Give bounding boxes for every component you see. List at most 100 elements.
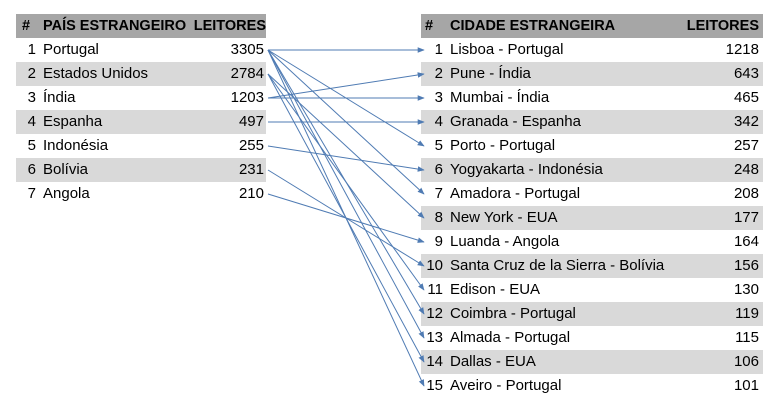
country-name: Angola — [43, 185, 90, 202]
row-number: 3 — [27, 89, 36, 106]
country-row: 4 Espanha 497 — [16, 110, 266, 134]
readers-value: 210 — [238, 185, 264, 202]
city-row: 3 Mumbai - Índia 465 — [421, 86, 763, 110]
row-number: 2 — [27, 65, 36, 82]
row-number: 10 — [426, 257, 443, 274]
row-number: 4 — [434, 113, 443, 130]
city-table-header: # CIDADE ESTRANGEIRA LEITORES — [421, 14, 763, 38]
city-name: Granada - Espanha — [450, 113, 581, 130]
city-row: 12 Coimbra - Portugal 119 — [421, 302, 763, 326]
city-row: 13 Almada - Portugal 115 — [421, 326, 763, 350]
row-number: 13 — [426, 329, 443, 346]
readers-value: 156 — [733, 257, 759, 274]
readers-value: 643 — [733, 65, 759, 82]
city-row: 14 Dallas - EUA 106 — [421, 350, 763, 374]
connection-arrow — [267, 73, 425, 291]
country-row: 1 Portugal 3305 — [16, 38, 266, 62]
header-num: # — [424, 18, 434, 34]
city-name: Santa Cruz de la Sierra - Bolívia — [450, 257, 665, 274]
country-name: Espanha — [43, 113, 103, 130]
country-name: Bolívia — [43, 161, 89, 178]
row-number: 15 — [426, 377, 443, 394]
row-number: 9 — [434, 233, 443, 250]
city-name: Edison - EUA — [450, 281, 541, 298]
header-country: PAÍS ESTRANGEIRO — [43, 18, 187, 34]
connection-arrow — [267, 49, 425, 339]
readers-value: 342 — [733, 113, 759, 130]
row-number: 1 — [27, 41, 36, 58]
header-readers: LEITORES — [686, 18, 759, 34]
row-number: 5 — [27, 137, 36, 154]
country-name: Estados Unidos — [43, 65, 149, 82]
readers-value: 257 — [733, 137, 759, 154]
city-name: Dallas - EUA — [450, 353, 536, 370]
row-number: 5 — [434, 137, 443, 154]
city-row: 1 Lisboa - Portugal 1218 — [421, 38, 763, 62]
row-number: 12 — [426, 305, 443, 322]
connection-arrow — [267, 193, 425, 243]
country-row: 2 Estados Unidos 2784 — [16, 62, 266, 86]
header-readers: LEITORES — [193, 18, 266, 34]
country-name: Índia — [43, 89, 76, 106]
city-row: 9 Luanda - Angola 164 — [421, 230, 763, 254]
readers-value: 497 — [238, 113, 264, 130]
city-row: 15 Aveiro - Portugal 101 — [421, 374, 763, 398]
row-number: 2 — [434, 65, 443, 82]
city-row: 5 Porto - Portugal 257 — [421, 134, 763, 158]
city-row: 2 Pune - Índia 643 — [421, 62, 763, 86]
readers-value: 177 — [733, 209, 759, 226]
country-row: 3 Índia 1203 — [16, 86, 266, 110]
city-name: Aveiro - Portugal — [450, 377, 562, 394]
connection-arrow — [267, 73, 425, 219]
row-number: 4 — [27, 113, 36, 130]
row-number: 6 — [434, 161, 443, 178]
readers-value: 106 — [733, 353, 759, 370]
readers-value: 1218 — [725, 41, 759, 58]
row-number: 14 — [426, 353, 443, 370]
city-name: Pune - Índia — [450, 65, 531, 82]
city-name: Luanda - Angola — [450, 233, 560, 250]
row-number: 8 — [434, 209, 443, 226]
city-row: 11 Edison - EUA 130 — [421, 278, 763, 302]
city-name: Mumbai - Índia — [450, 89, 550, 106]
city-row: 4 Granada - Espanha 342 — [421, 110, 763, 134]
row-number: 11 — [427, 281, 443, 298]
row-number: 6 — [27, 161, 36, 178]
city-name: New York - EUA — [450, 209, 558, 226]
country-row: 6 Bolívia 231 — [16, 158, 266, 182]
readers-value: 130 — [733, 281, 759, 298]
country-name: Indonésia — [43, 137, 109, 154]
country-row: 5 Indonésia 255 — [16, 134, 266, 158]
row-number: 7 — [27, 185, 36, 202]
header-num: # — [21, 18, 31, 34]
city-row: 6 Yogyakarta - Indonésia 248 — [421, 158, 763, 182]
readers-value: 101 — [733, 377, 759, 394]
country-table-header: # PAÍS ESTRANGEIRO LEITORES — [16, 14, 266, 38]
readers-value: 248 — [733, 161, 759, 178]
readers-value: 465 — [733, 89, 759, 106]
header-city: CIDADE ESTRANGEIRA — [450, 18, 616, 34]
city-name: Coimbra - Portugal — [450, 305, 576, 322]
city-name: Porto - Portugal — [450, 137, 556, 154]
connection-arrow — [267, 145, 425, 172]
city-row: 7 Amadora - Portugal 208 — [421, 182, 763, 206]
readers-value: 164 — [733, 233, 759, 250]
country-row: 7 Angola 210 — [16, 182, 266, 206]
readers-value: 255 — [238, 137, 264, 154]
city-row: 8 New York - EUA 177 — [421, 206, 763, 230]
city-name: Almada - Portugal — [450, 329, 571, 346]
readers-value: 1203 — [230, 89, 264, 106]
country-name: Portugal — [43, 41, 99, 58]
row-number: 3 — [434, 89, 443, 106]
readers-value: 231 — [238, 161, 264, 178]
readers-value: 119 — [735, 305, 759, 322]
readers-value: 208 — [733, 185, 759, 202]
city-name: Yogyakarta - Indonésia — [450, 161, 603, 178]
row-number: 7 — [434, 185, 443, 202]
city-row: 10 Santa Cruz de la Sierra - Bolívia 156 — [421, 254, 763, 278]
row-number: 1 — [434, 41, 443, 58]
city-name: Lisboa - Portugal — [450, 41, 564, 58]
readers-value: 115 — [735, 329, 759, 346]
city-name: Amadora - Portugal — [450, 185, 581, 202]
